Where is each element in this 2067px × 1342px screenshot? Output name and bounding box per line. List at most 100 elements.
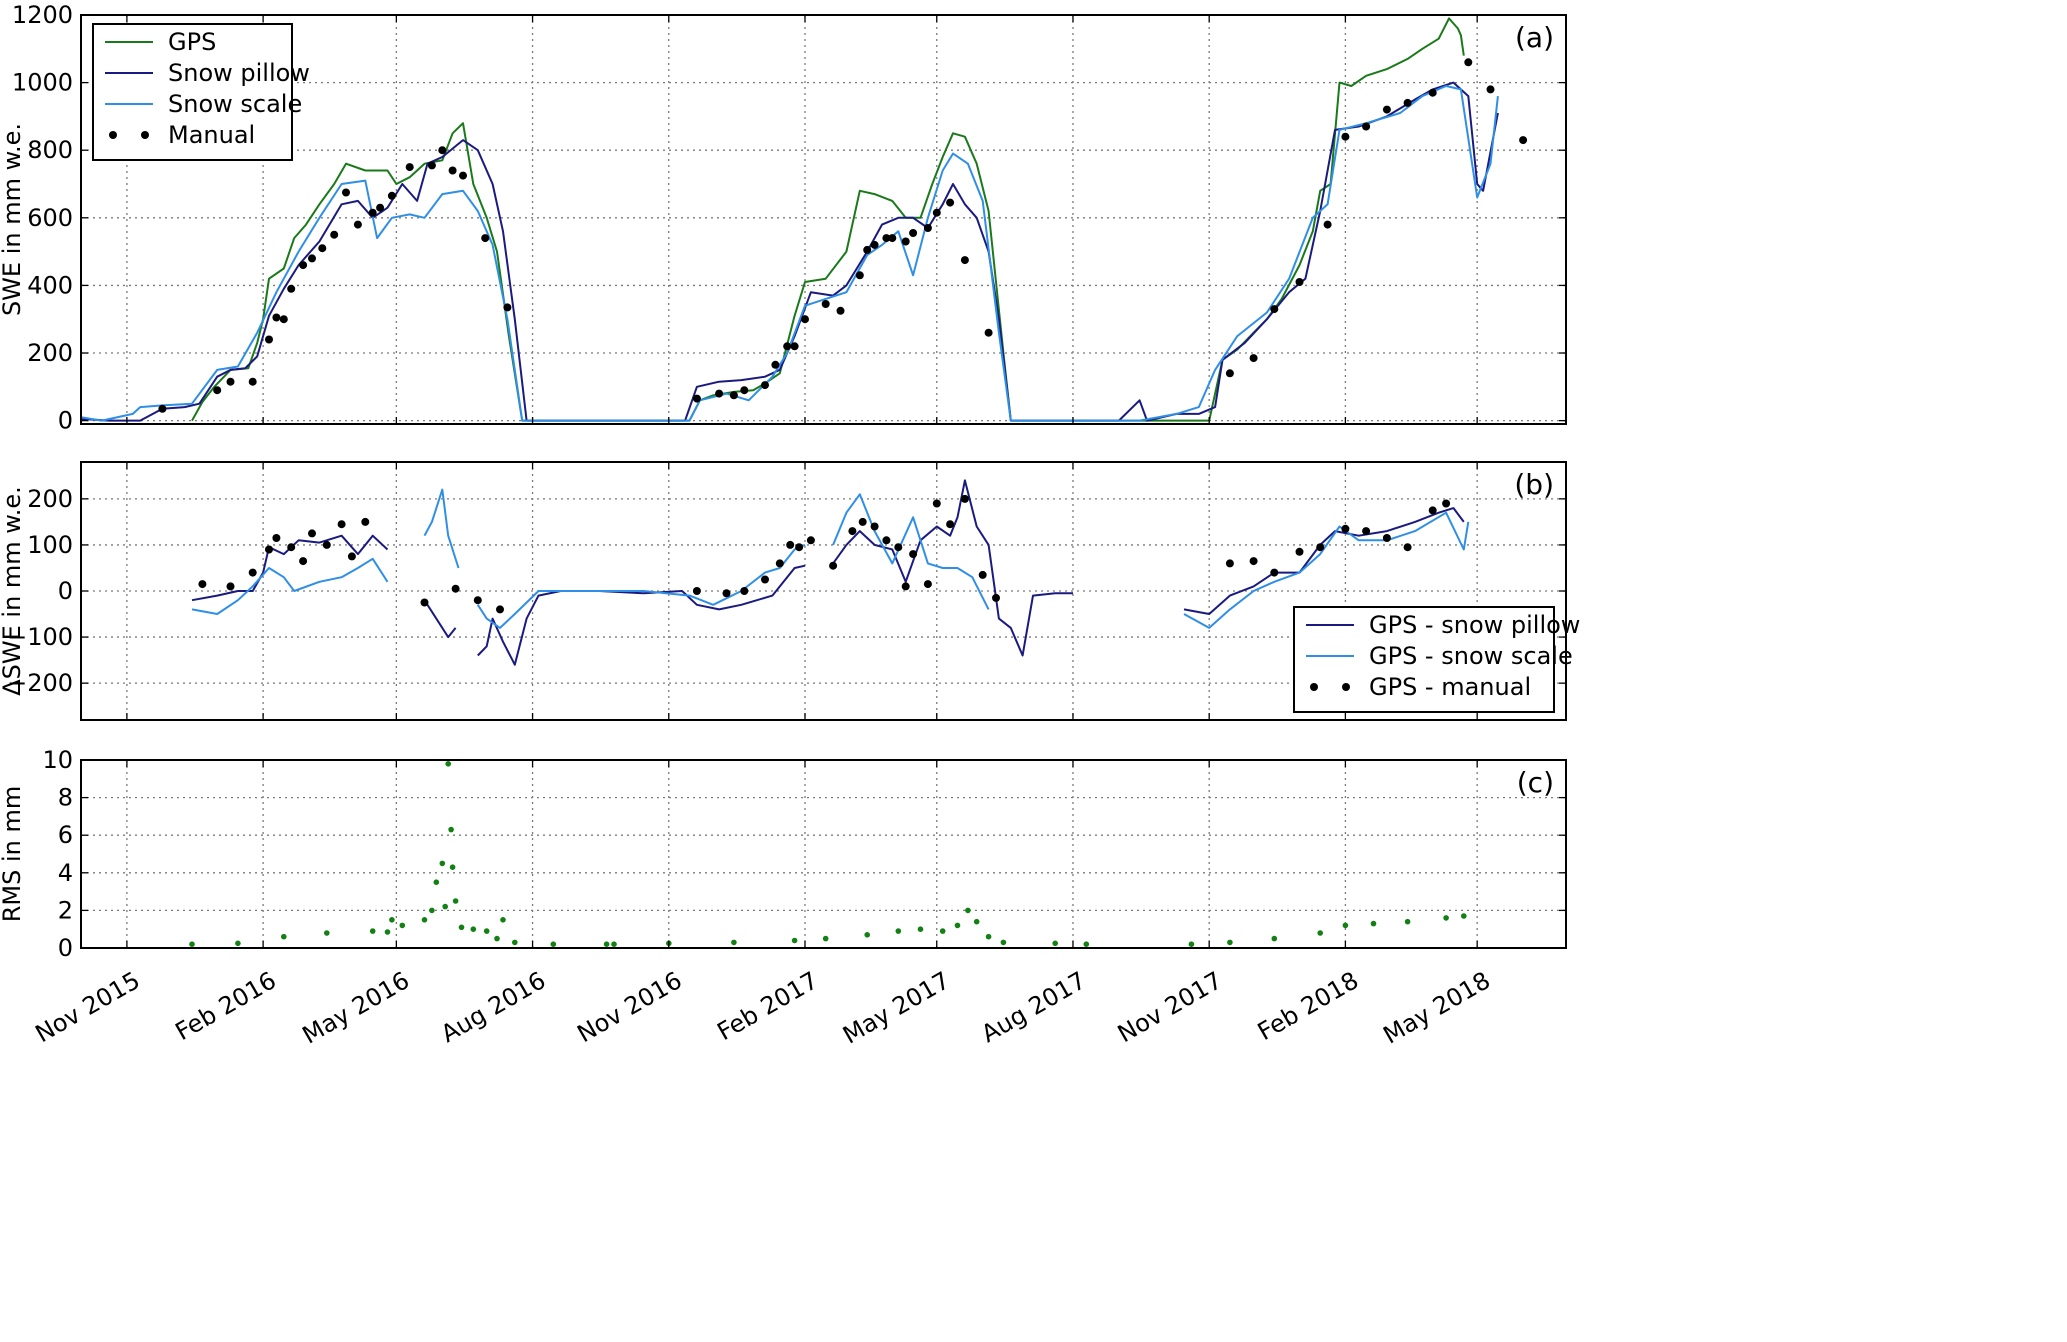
legend-label: Snow pillow (168, 59, 310, 87)
legend-layer: GPS Snow pillow Snow scale Manual GPS - snow… (92, 23, 1580, 713)
rms-point (189, 941, 195, 947)
rms-point (1188, 941, 1195, 947)
gps-manual-point (740, 587, 749, 595)
data-layer (81, 17, 1528, 947)
manual-point (1323, 220, 1332, 229)
manual-point (265, 335, 273, 344)
gps-manual-point (901, 582, 910, 591)
rms-point (1083, 941, 1090, 947)
gps-snow-pillow-line (832, 479, 1073, 657)
gps-manual-point (226, 582, 235, 591)
y-tick-label: 10 (42, 746, 73, 774)
gps-manual-point (265, 545, 273, 554)
y-tick-label: 4 (58, 859, 73, 887)
rms-point (399, 922, 406, 929)
manual-point (960, 256, 969, 265)
gps-manual-point (248, 568, 257, 577)
gps-manual-point (287, 543, 296, 552)
manual-point (740, 386, 749, 395)
y-tick-label: −200 (7, 669, 73, 697)
rms-point (389, 917, 395, 923)
manual-point (213, 386, 222, 395)
y-tick-label: 0 (58, 407, 73, 435)
manual-point (1519, 136, 1528, 145)
gps-snow-pillow-line (191, 534, 389, 602)
gps-manual-point (858, 517, 867, 526)
gps-manual-point (870, 522, 879, 531)
gps-manual-point (272, 534, 281, 542)
y-tick-label: 100 (27, 531, 73, 559)
gps-manual-point (1442, 499, 1451, 508)
rms-point (494, 935, 500, 942)
y-tick-label: 8 (58, 784, 73, 812)
rms-point (1227, 939, 1233, 946)
rms-point (973, 918, 980, 925)
manual-point (901, 237, 910, 246)
manual-point (1295, 278, 1304, 286)
gps-manual-point (848, 527, 857, 536)
gps-manual-point (795, 543, 804, 552)
rms-point (1370, 920, 1377, 927)
y-tick-label: 0 (58, 577, 73, 605)
rms-point (939, 928, 946, 934)
manual-point (692, 394, 701, 403)
manual-point (299, 261, 308, 270)
rms-point (483, 928, 490, 934)
rms-point (864, 932, 870, 938)
gps-manual-point (1403, 543, 1412, 552)
legend-label: GPS (168, 28, 216, 56)
gps-manual-point (1295, 547, 1304, 556)
rms-point (1271, 935, 1278, 942)
manual-point (863, 245, 872, 254)
y-tick-label: 0 (58, 934, 73, 962)
snow-scale-line (81, 85, 1499, 422)
rms-point (1443, 915, 1449, 921)
gps-manual-point (1382, 534, 1391, 542)
manual-point (1486, 85, 1495, 94)
gps-snow-scale-line (191, 557, 389, 615)
manual-point (448, 166, 457, 175)
rms-point (449, 864, 456, 870)
gps-manual-point (420, 598, 429, 607)
gps-manual-point (1362, 527, 1371, 536)
legend-swatch-manual (109, 131, 117, 139)
manual-point (318, 244, 327, 253)
manual-point (761, 381, 769, 390)
manual-point (1382, 105, 1391, 114)
gps-snow-scale-line (1183, 511, 1470, 629)
gps-manual-point (322, 540, 331, 549)
rms-point (917, 926, 924, 932)
manual-point (771, 360, 780, 369)
manual-point (984, 328, 993, 337)
gps-snow-scale-line (832, 493, 990, 610)
manual-point (158, 404, 167, 413)
manual-point (308, 254, 316, 263)
manual-point (1341, 132, 1350, 141)
rms-point (442, 903, 449, 910)
gps-manual-point (909, 550, 918, 559)
manual-point (342, 188, 350, 197)
manual-point (715, 389, 724, 398)
panel-a-frame (80, 14, 1567, 425)
gps-manual-point (299, 557, 308, 566)
rms-point (954, 922, 961, 929)
manual-point (353, 220, 362, 229)
gps-manual-point (978, 570, 987, 579)
y-tick-label: 1200 (12, 1, 73, 29)
y-tick-label: −100 (7, 623, 73, 651)
manual-point (1362, 122, 1371, 131)
manual-point (279, 315, 288, 324)
gps-manual-point (786, 540, 795, 549)
manual-point (790, 342, 799, 351)
manual-point (272, 313, 281, 322)
legend-label: GPS - manual (1369, 673, 1531, 701)
gps-manual-point (692, 587, 701, 595)
gps-manual-point (1249, 557, 1258, 566)
manual-point (801, 315, 809, 324)
gps-snow-scale-line (423, 488, 460, 569)
rms-point (429, 907, 435, 914)
manual-point (226, 377, 235, 386)
rms-point (603, 941, 610, 947)
y-axis-label: SWE in mm w.e. (0, 123, 26, 316)
